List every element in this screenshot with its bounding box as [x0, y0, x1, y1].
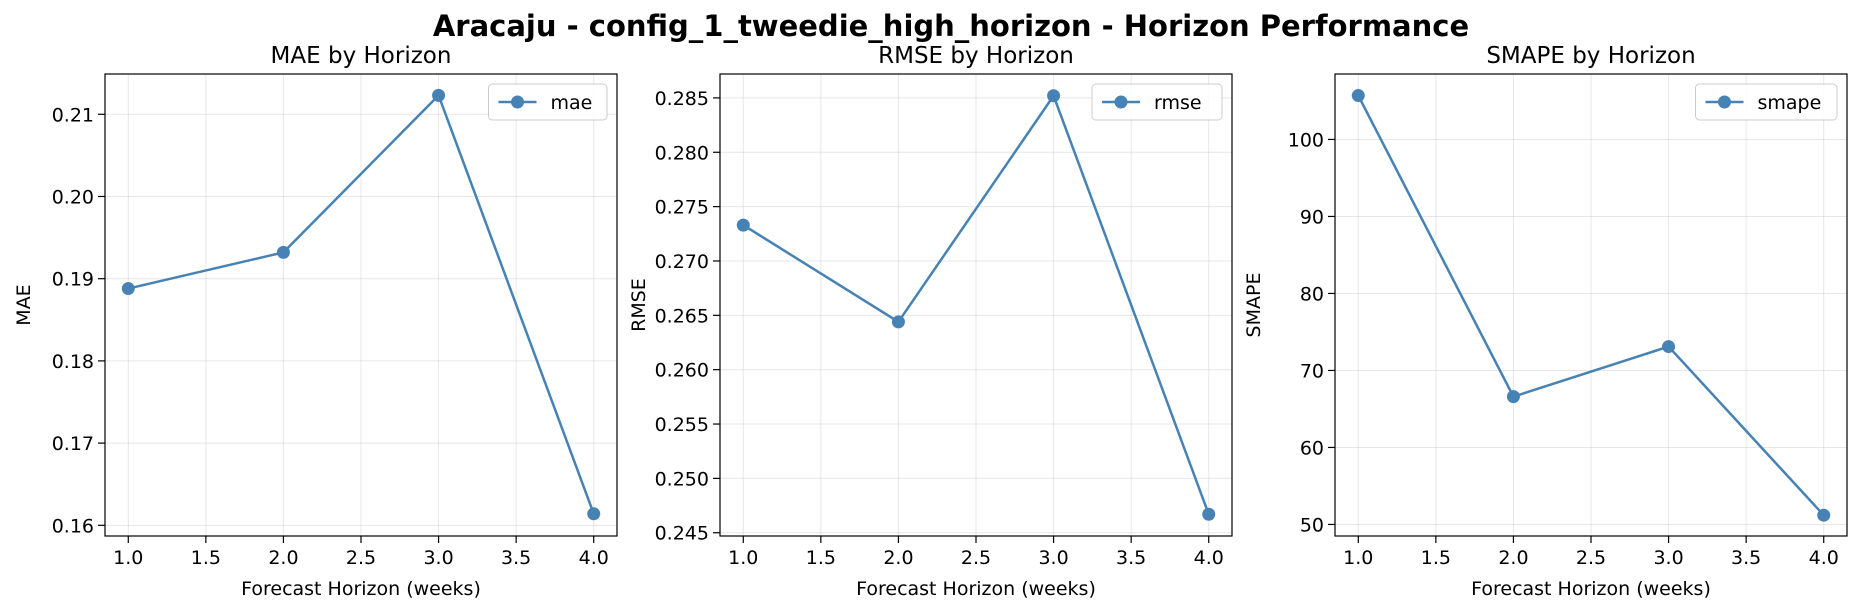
- figure-title: Aracaju - config_1_tweedie_high_horizon …: [433, 9, 1469, 43]
- legend-label: rmse: [1154, 92, 1202, 114]
- data-point-smape: [1817, 508, 1831, 522]
- y-tick-label: 0.17: [52, 433, 94, 455]
- x-tick-label: 3.5: [501, 547, 531, 569]
- data-point-rmse: [1202, 507, 1216, 521]
- y-axis-label: MAE: [13, 284, 35, 325]
- subplots-container: 1.0 1.5 2.0 2.5 3.0 3.5 4.0 0.16 0.17 0.18 0.19 0.2…: [13, 43, 1848, 600]
- legend: mae: [488, 83, 608, 121]
- data-point-rmse: [1047, 89, 1061, 103]
- data-point-mae: [121, 282, 135, 296]
- y-tick-label: 0.20: [52, 186, 94, 208]
- subplot-title: SMAPE by Horizon: [1486, 43, 1695, 69]
- x-tick-label: 1.5: [1421, 547, 1451, 569]
- legend-marker-swatch: [1114, 95, 1128, 109]
- x-tick-label: 1.5: [191, 547, 221, 569]
- x-tick-label: 1.0: [1343, 547, 1373, 569]
- data-point-mae: [432, 88, 446, 102]
- y-axis-label: SMAPE: [1243, 273, 1265, 338]
- x-tick-label: 1.0: [728, 547, 758, 569]
- legend-box: [1091, 83, 1223, 121]
- x-tick-label: 3.0: [1038, 547, 1068, 569]
- x-tick-label: 3.5: [1731, 547, 1761, 569]
- y-tick-label: 0.285: [655, 88, 709, 110]
- y-tick-label: 0.265: [655, 305, 709, 327]
- x-axis-label: Forecast Horizon (weeks): [241, 578, 481, 600]
- y-tick-label: 0.275: [655, 197, 709, 219]
- y-tick-label: 0.245: [655, 523, 709, 545]
- x-axis-label: Forecast Horizon (weeks): [1471, 578, 1711, 600]
- y-axis-label: RMSE: [628, 278, 650, 332]
- y-tick-label: 0.16: [52, 515, 94, 537]
- x-axis-label: Forecast Horizon (weeks): [856, 578, 1096, 600]
- x-tick-label: 4.0: [1809, 547, 1839, 569]
- x-tick-label: 1.5: [806, 547, 836, 569]
- subplot-2: 1.0 1.5 2.0 2.5 3.0 3.5 4.0 0.245 0.250 0.255 0.26…: [628, 43, 1233, 600]
- y-tick-label: 50: [1300, 514, 1324, 536]
- data-point-mae: [276, 245, 290, 259]
- legend-box: [488, 83, 608, 121]
- legend-box: [1695, 83, 1838, 121]
- x-tick-label: 3.5: [1116, 547, 1146, 569]
- x-tick-label: 3.0: [1653, 547, 1683, 569]
- legend-label: smape: [1758, 92, 1822, 114]
- legend: smape: [1695, 83, 1838, 121]
- data-point-smape: [1662, 340, 1676, 354]
- y-tick-label: 0.19: [52, 269, 94, 291]
- y-tick-label: 0.18: [52, 351, 94, 373]
- y-tick-label: 0.280: [655, 142, 709, 164]
- y-tick-label: 0.270: [655, 251, 709, 273]
- data-point-smape: [1351, 89, 1365, 103]
- data-point-mae: [587, 507, 601, 521]
- subplot-3: 1.0 1.5 2.0 2.5 3.0 3.5 4.0 50 60 70 80 90 100 SMAPE …: [1243, 43, 1848, 600]
- x-tick-label: 1.0: [113, 547, 143, 569]
- y-tick-label: 100: [1288, 129, 1324, 151]
- y-tick-label: 90: [1300, 206, 1324, 228]
- y-tick-label: 70: [1300, 360, 1324, 382]
- y-tick-label: 0.260: [655, 360, 709, 382]
- x-tick-label: 3.0: [423, 547, 453, 569]
- subplot-title: MAE by Horizon: [271, 43, 452, 69]
- x-tick-label: 2.0: [268, 547, 298, 569]
- x-tick-label: 4.0: [579, 547, 609, 569]
- subplot-title: RMSE by Horizon: [878, 43, 1074, 69]
- y-tick-label: 80: [1300, 283, 1324, 305]
- data-point-smape: [1506, 390, 1520, 404]
- y-tick-label: 60: [1300, 437, 1324, 459]
- series-line-rmse: [742, 94, 1210, 515]
- x-tick-label: 2.0: [883, 547, 913, 569]
- legend-marker-swatch: [511, 95, 524, 109]
- x-tick-label: 4.0: [1194, 547, 1224, 569]
- x-tick-label: 2.5: [1576, 547, 1606, 569]
- data-point-rmse: [891, 315, 905, 329]
- y-tick-label: 0.21: [52, 104, 94, 126]
- subplot-1: 1.0 1.5 2.0 2.5 3.0 3.5 4.0 0.16 0.17 0.18 0.19 0.2…: [13, 43, 618, 600]
- data-point-rmse: [736, 218, 750, 232]
- series-line-smape: [1357, 94, 1825, 517]
- y-tick-label: 0.250: [655, 468, 709, 490]
- y-tick-label: 0.255: [655, 414, 709, 436]
- legend-marker-swatch: [1718, 95, 1731, 109]
- legend: rmse: [1091, 83, 1223, 121]
- series-line-mae: [127, 94, 595, 515]
- x-tick-label: 2.5: [961, 547, 991, 569]
- legend-label: mae: [551, 92, 593, 114]
- x-tick-label: 2.5: [346, 547, 376, 569]
- x-tick-label: 2.0: [1498, 547, 1528, 569]
